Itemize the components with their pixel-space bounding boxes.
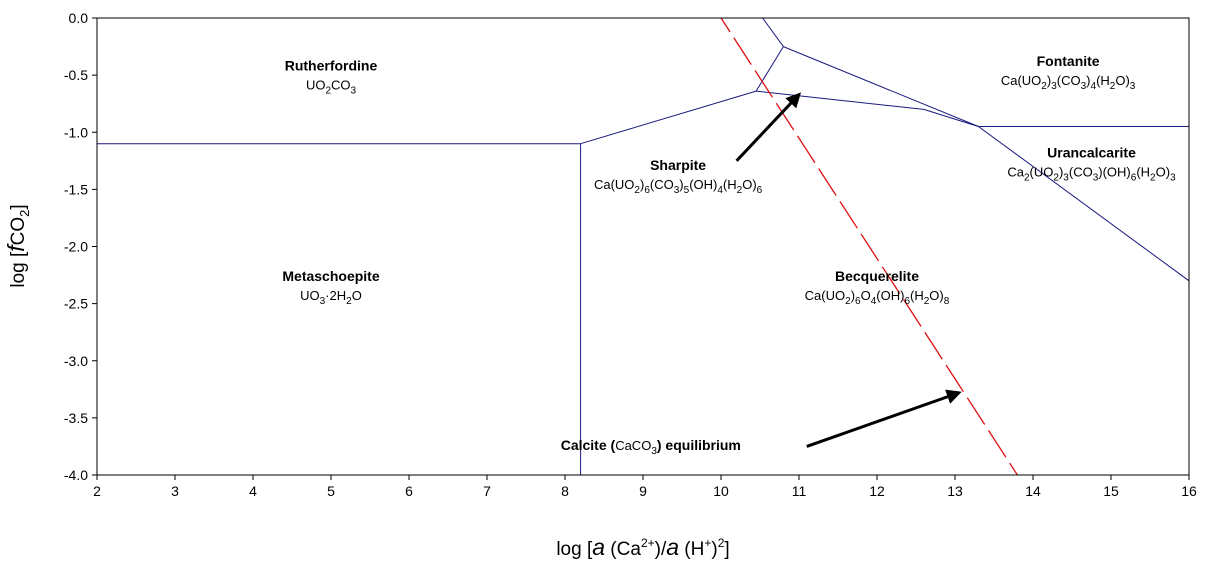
annotation-arrow [735,92,802,162]
mineral-name-urancalcarite: Urancalcarite [1047,144,1136,160]
annotation-arrow [806,389,962,448]
formula-label: UO3·2H2O [300,288,362,307]
x-tick-label: 7 [483,483,491,499]
phase-boundary-line [755,46,784,92]
phase-boundary-line [923,108,979,127]
calcite-equilibrium-line [720,18,1018,475]
x-tick-label: 10 [713,483,729,499]
y-tick-label: -2.5 [64,296,88,312]
x-tick-label: 8 [561,483,569,499]
phase-boundary-line [761,18,784,47]
mineral-name-fontanite: Fontanite [1037,53,1100,69]
mineral-name-metaschoepite: Metaschoepite [282,268,379,284]
x-tick-label: 14 [1025,483,1041,499]
x-tick-label: 9 [639,483,647,499]
formula-label: Ca2(UO2)3(CO3)(OH)6(H2O)3 [1007,164,1176,183]
y-axis-title: log [fCO2] [3,204,32,287]
formula-label: Ca(UO2)3(CO3)4(H2O)3 [1001,73,1136,92]
x-tick-label: 15 [1103,483,1119,499]
phase-boundary-line [580,90,757,145]
phase-boundary-line [756,90,924,110]
phase-boundary-line [783,46,979,127]
x-tick-label: 16 [1181,483,1197,499]
calcite-equilibrium-label: Calcite (CaCO3) equilibrium [561,437,741,457]
formula-label: Ca(UO2)6(CO3)5(OH)4(H2O)6 [594,177,763,196]
y-tick-label: -1.0 [64,124,88,140]
x-tick-label: 4 [249,483,257,499]
mineral-name-sharpite: Sharpite [650,157,706,173]
y-tick-label: -0.5 [64,67,88,83]
x-tick-label: 5 [327,483,335,499]
x-axis-title: log [a (Ca2+)/a (H+)2] [556,534,729,560]
x-tick-label: 13 [947,483,963,499]
y-tick-label: -3.0 [64,353,88,369]
y-tick-label: -3.5 [64,410,88,426]
x-tick-label: 2 [93,483,101,499]
formula-label: UO2CO3 [306,78,357,97]
phase-boundary-line [978,126,1189,282]
y-tick-label: 0.0 [69,10,89,26]
y-tick-label: -1.5 [64,181,88,197]
y-tick-label: -4.0 [64,467,88,483]
mineral-name-becquerelite: Becquerelite [835,268,919,284]
formula-label: Ca(UO2)6O4(OH)6(H2O)8 [805,288,950,307]
y-tick-label: -2.0 [64,239,88,255]
x-tick-label: 12 [869,483,885,499]
x-tick-label: 3 [171,483,179,499]
x-tick-label: 11 [792,483,807,499]
mineral-name-rutherfordine: Rutherfordine [285,58,378,74]
x-tick-label: 6 [405,483,413,499]
